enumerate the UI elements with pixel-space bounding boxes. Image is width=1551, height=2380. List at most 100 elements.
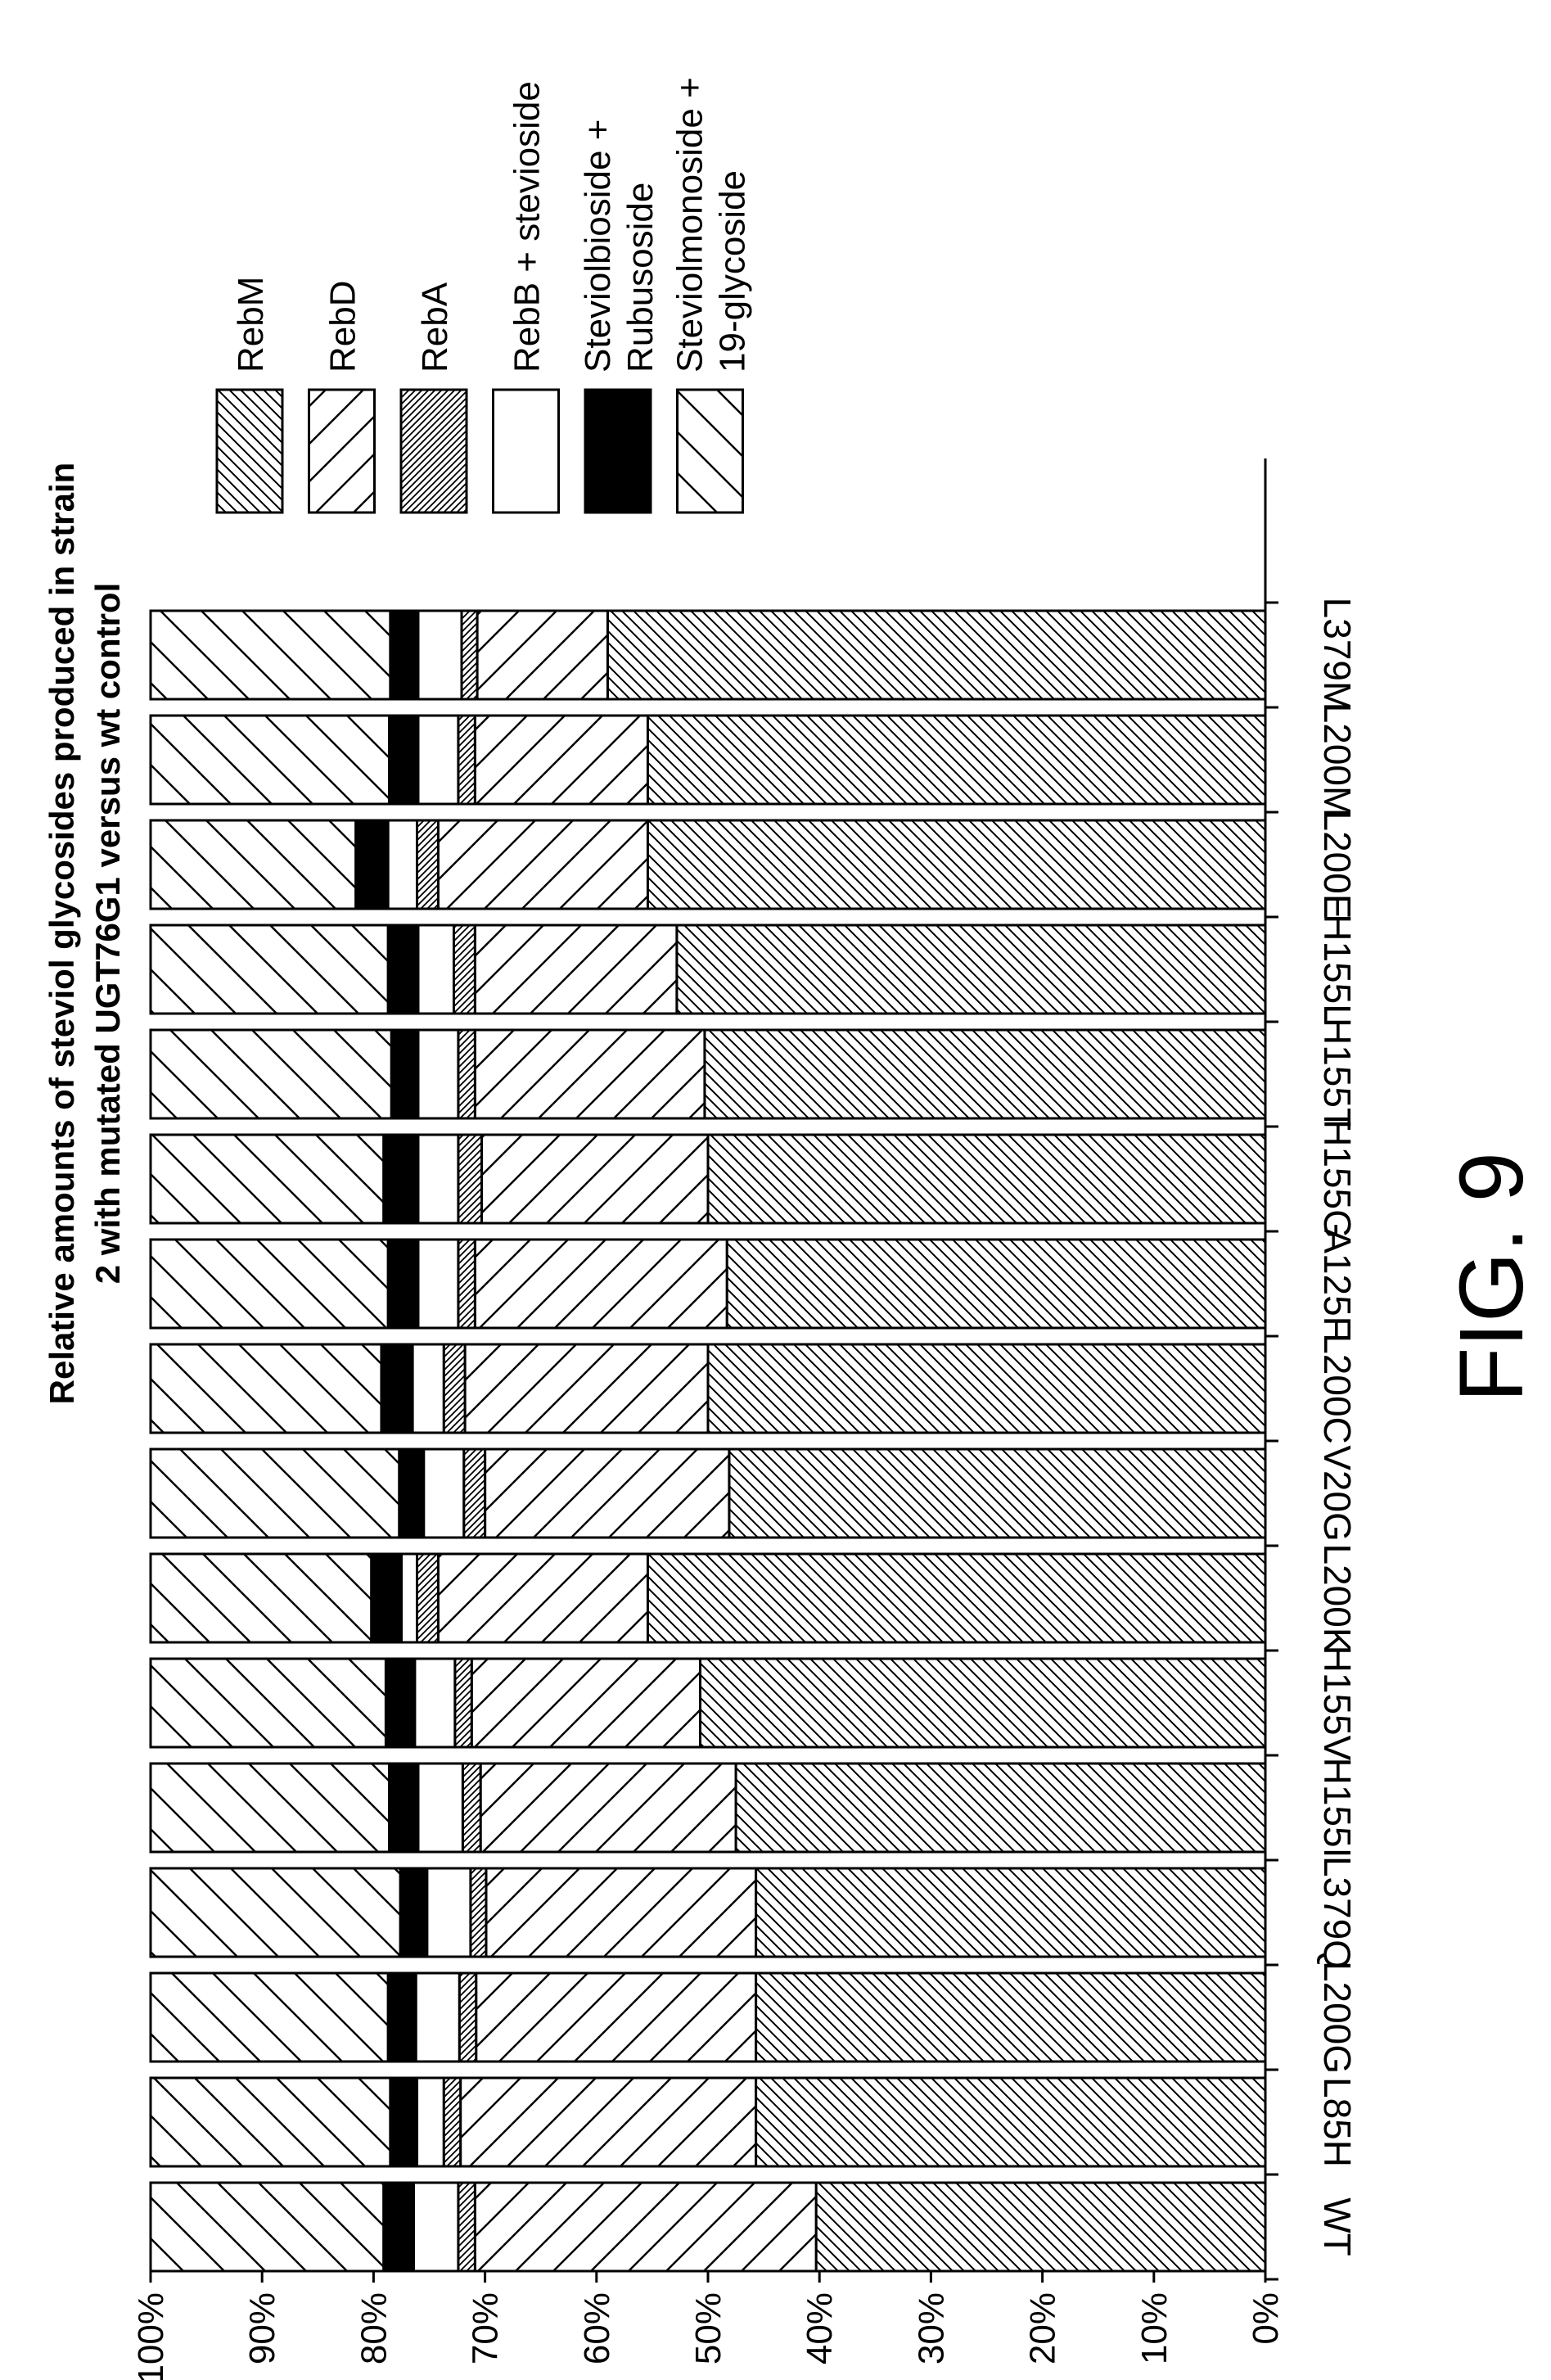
category-label: H155L bbox=[1316, 914, 1359, 1025]
bar-segment bbox=[457, 1133, 484, 1225]
bar-segment bbox=[370, 1552, 403, 1644]
bar-stack bbox=[149, 924, 1267, 1015]
bar-segment bbox=[706, 1133, 1267, 1225]
bar-segment bbox=[413, 1657, 457, 1749]
bar-stack bbox=[149, 1343, 1267, 1434]
bar-segment bbox=[646, 714, 1267, 806]
bar-segment bbox=[399, 1867, 429, 1958]
legend: RebM RebD RebA RebB + stevioside Steviolbios… bbox=[215, 77, 753, 514]
value-tick-label: 90% bbox=[242, 2292, 282, 2364]
bar-segment bbox=[382, 2181, 415, 2273]
bar-segment bbox=[416, 819, 440, 910]
bar-segment bbox=[462, 1447, 487, 1539]
value-tick-label: 60% bbox=[577, 2292, 617, 2364]
bar-segment bbox=[380, 1343, 414, 1434]
bar-segment bbox=[469, 1867, 488, 1958]
bar-segment bbox=[485, 1867, 758, 1958]
bar-stack bbox=[149, 1867, 1267, 1958]
bar-segment bbox=[606, 609, 1267, 701]
bar-segment bbox=[436, 819, 649, 910]
bar-segment bbox=[698, 1657, 1267, 1749]
bar-stack bbox=[149, 714, 1267, 806]
bar-segment bbox=[426, 1867, 472, 1958]
bar-segment bbox=[734, 1762, 1267, 1854]
bar-segment bbox=[442, 2076, 462, 2168]
bar-segment bbox=[479, 1762, 737, 1854]
category-label: L200M bbox=[1316, 702, 1359, 818]
category-label: L200K bbox=[1316, 1543, 1359, 1652]
bar-segment bbox=[473, 1238, 728, 1330]
bar-segment bbox=[417, 1238, 460, 1330]
bar-segment bbox=[463, 1343, 710, 1434]
chart-title-line-2: 2 with mutated UGT76G1 versus wt control bbox=[88, 583, 127, 1285]
value-tick-label: 20% bbox=[1023, 2292, 1063, 2364]
bar-segment bbox=[411, 1343, 445, 1434]
bar-segment bbox=[354, 819, 390, 910]
legend-swatch bbox=[215, 388, 284, 514]
bar-segment bbox=[453, 1657, 473, 1749]
bar-segment bbox=[755, 1867, 1267, 1958]
bar-segment bbox=[149, 2076, 392, 2168]
bar-segment bbox=[417, 609, 463, 701]
legend-label: Steviolbioside +Rubusoside bbox=[578, 120, 661, 373]
bar-segment bbox=[386, 1238, 420, 1330]
bar-segment bbox=[149, 1657, 387, 1749]
value-tick-label: 80% bbox=[354, 2292, 394, 2364]
bar-segment bbox=[149, 1552, 373, 1644]
bar-segment bbox=[387, 714, 420, 806]
bar-segment bbox=[149, 1028, 393, 1120]
value-tick-label: 10% bbox=[1134, 2292, 1175, 2364]
bar-segment bbox=[646, 1552, 1267, 1644]
figure-label: FIG. 9 bbox=[1441, 1152, 1542, 1402]
bar-segment bbox=[382, 1133, 420, 1225]
bar-stack bbox=[149, 1762, 1267, 1854]
legend-swatch bbox=[492, 388, 560, 514]
chart-title: Relative amounts of steviol glycosides p… bbox=[43, 463, 127, 1405]
bar-segment bbox=[461, 1762, 482, 1854]
legend-label: RebD bbox=[323, 281, 363, 373]
bar-segment bbox=[149, 1971, 390, 2063]
bar-segment bbox=[387, 1762, 420, 1854]
legend-swatch bbox=[399, 388, 468, 514]
bar-segment bbox=[417, 1028, 460, 1120]
category-label: A125F bbox=[1316, 1228, 1359, 1339]
bar-segment bbox=[457, 1028, 476, 1120]
bar-segment bbox=[675, 924, 1267, 1015]
legend-label: Steviolmonoside +19-glycoside bbox=[670, 77, 753, 373]
bar-segment bbox=[452, 924, 476, 1015]
bar-segment bbox=[417, 924, 455, 1015]
bar-segment bbox=[703, 1028, 1267, 1120]
bar-stack bbox=[149, 1028, 1267, 1120]
bar-segment bbox=[470, 1657, 701, 1749]
bar-segment bbox=[384, 1657, 417, 1749]
value-tick-label: 0% bbox=[1246, 2292, 1286, 2345]
bar-segment bbox=[417, 714, 460, 806]
category-label: H155I bbox=[1316, 1758, 1359, 1858]
bar-segment bbox=[422, 1447, 466, 1539]
bar-segment bbox=[149, 1343, 383, 1434]
bar-segment bbox=[149, 1238, 390, 1330]
category-label: L379M bbox=[1316, 598, 1359, 713]
value-ticks: 0% 10% 20% 30% 40% 50% 60% 70% 80% 90% 100% bbox=[131, 601, 1286, 2380]
bar-stack bbox=[149, 1971, 1267, 2063]
bar-segment bbox=[149, 1447, 401, 1539]
bar-segment bbox=[484, 1447, 731, 1539]
bar-segment bbox=[386, 1971, 417, 2063]
value-tick-label: 50% bbox=[688, 2292, 728, 2364]
category-label: H155V bbox=[1316, 1646, 1359, 1761]
bar-segment bbox=[458, 1971, 478, 2063]
bar-segment bbox=[417, 1133, 460, 1225]
bar-segment bbox=[412, 2181, 460, 2273]
bars bbox=[149, 609, 1267, 2273]
bar-stack bbox=[149, 2181, 1267, 2273]
bar-segment bbox=[386, 819, 419, 910]
category-label: L200C bbox=[1316, 1333, 1359, 1444]
bar-stack bbox=[149, 1447, 1267, 1539]
bar-stack bbox=[149, 1552, 1267, 1644]
bar-segment bbox=[457, 2181, 476, 2273]
bar-segment bbox=[389, 609, 420, 701]
bar-segment bbox=[473, 714, 649, 806]
bar-segment bbox=[725, 1238, 1267, 1330]
bar-segment bbox=[417, 1762, 464, 1854]
bar-segment bbox=[149, 609, 392, 701]
